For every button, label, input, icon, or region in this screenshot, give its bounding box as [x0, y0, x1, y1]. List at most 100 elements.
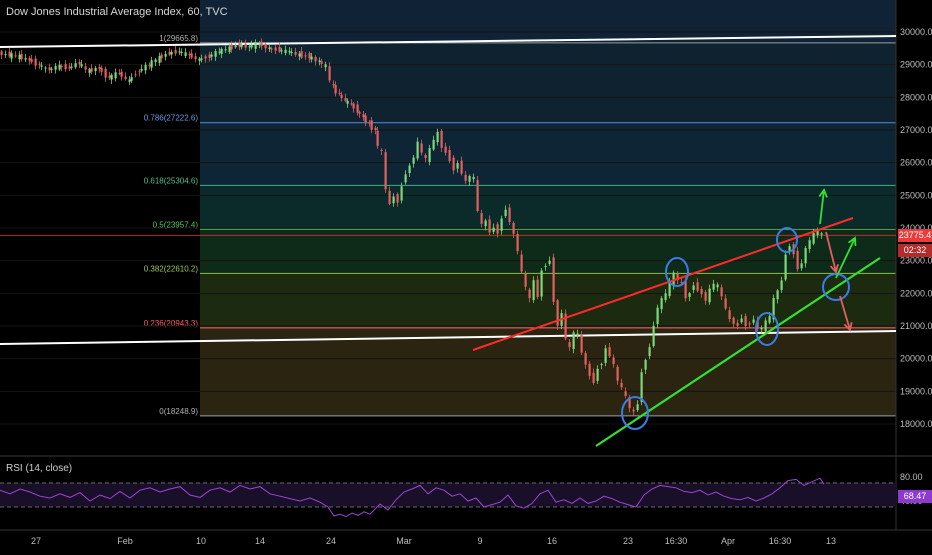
candle-body: [736, 323, 739, 326]
candle-body: [154, 59, 157, 62]
candle-body: [660, 298, 663, 310]
rsi-indicator-label[interactable]: RSI (14, close): [6, 463, 73, 474]
candle-body: [14, 55, 17, 57]
candle-body: [310, 56, 313, 60]
candle-body: [748, 323, 751, 325]
candle-body: [412, 157, 415, 164]
candle-body: [284, 49, 287, 54]
candle-body: [692, 285, 695, 290]
highlight-circle: [665, 257, 689, 287]
candle-body: [234, 45, 237, 48]
candle-body: [628, 396, 631, 409]
candle-body: [512, 222, 515, 234]
candle-body: [388, 190, 391, 204]
candle-body: [784, 254, 787, 280]
candle-body: [370, 120, 373, 130]
candle-body: [584, 353, 587, 365]
candle-body: [424, 154, 427, 159]
candle-body: [592, 372, 595, 383]
candle-body: [392, 196, 395, 204]
candle-body: [230, 44, 233, 50]
candle-body: [536, 279, 539, 297]
candle-body: [64, 64, 67, 70]
candle-body: [728, 310, 731, 320]
candle-body: [324, 64, 327, 68]
candle-body: [496, 224, 499, 234]
candle-body: [160, 54, 163, 59]
candle-body: [808, 240, 811, 250]
candle-body: [74, 63, 77, 68]
candle-body: [680, 282, 683, 284]
time-tick-label: 14: [255, 536, 265, 546]
rsi-tick-label: 80.00: [900, 472, 923, 482]
time-tick-label: Mar: [396, 536, 412, 546]
candle-body: [200, 58, 203, 60]
candle-body: [760, 327, 763, 330]
candle-body: [218, 51, 221, 53]
candle-body: [270, 48, 273, 50]
current-price-tag: 23775.4: [898, 229, 932, 242]
candle-body: [492, 227, 495, 232]
candle-body: [452, 157, 455, 171]
candle-body: [528, 289, 531, 299]
rsi-line: [0, 477, 825, 518]
candle-body: [768, 316, 771, 323]
time-tick-label: 13: [826, 536, 836, 546]
candle-body: [744, 316, 747, 327]
price-tick-label: 18000.0: [900, 419, 932, 429]
candle-body: [752, 319, 755, 323]
candle-body: [568, 342, 571, 348]
bar-countdown-tag: 02:32: [898, 244, 932, 257]
candle-body: [54, 66, 57, 70]
candle-body: [280, 50, 283, 52]
rsi-band: [0, 483, 896, 507]
candle-body: [8, 51, 11, 57]
candle-body: [520, 254, 523, 272]
rsi-value-tag: 68.47: [898, 490, 932, 503]
price-tick-label: 24000.0: [900, 223, 932, 233]
candle-body: [432, 139, 435, 150]
candle-body: [38, 63, 41, 65]
green-breakout-arrow-head: [847, 236, 857, 247]
candle-body: [140, 68, 143, 71]
candle-body: [340, 94, 343, 99]
candle-body: [368, 122, 371, 124]
candle-body: [210, 54, 213, 57]
candle-body: [124, 76, 127, 80]
candle-body: [556, 300, 559, 326]
candle-body: [488, 219, 491, 233]
red-breakdown-arrow: [839, 295, 851, 331]
candle-body: [524, 273, 527, 287]
candle-body: [174, 49, 177, 54]
candle-body: [70, 66, 73, 68]
candle-body: [352, 103, 355, 109]
candle-body: [358, 112, 361, 114]
highlight-circle: [755, 312, 779, 346]
candle-body: [278, 46, 281, 52]
time-tick-label: 16:30: [769, 536, 792, 546]
candle-body: [214, 51, 217, 57]
green-breakout-arrow: [835, 237, 856, 279]
candle-body: [94, 67, 97, 72]
candle-body: [48, 67, 51, 71]
candle-body: [364, 115, 367, 123]
lower-white-trendline: [0, 330, 897, 345]
candle-body: [18, 54, 21, 60]
candle-body: [696, 282, 699, 291]
fib-level-label: 0.786(27222.6): [144, 114, 199, 123]
candle-body: [20, 54, 23, 60]
time-tick-label: 23: [623, 536, 633, 546]
candle-body: [274, 47, 277, 51]
candle-body: [476, 180, 479, 212]
candle-body: [600, 364, 603, 366]
price-tick-label: 21000.0: [900, 321, 932, 331]
candle-body: [652, 325, 655, 347]
candle-body: [244, 43, 247, 48]
candle-body: [148, 64, 151, 66]
green-support-trendline: [595, 257, 881, 447]
candle-body: [616, 366, 619, 381]
candle-body: [732, 317, 735, 324]
red-resistance-trendline: [472, 217, 854, 351]
